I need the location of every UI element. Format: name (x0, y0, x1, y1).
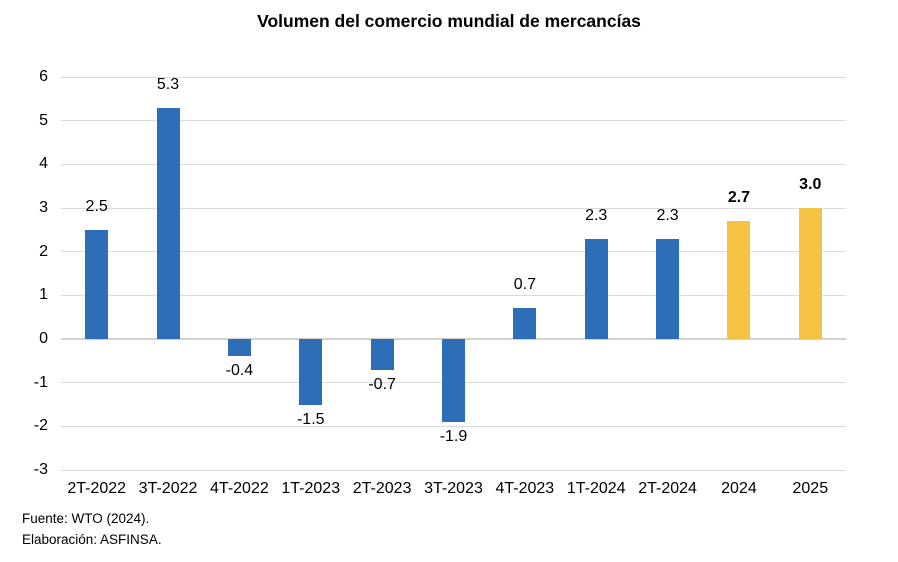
x-axis-label: 1T-2023 (281, 480, 341, 497)
y-axis-tick-label: 4 (39, 155, 48, 173)
gridline (61, 469, 846, 471)
gridline (61, 120, 846, 122)
elaboration-note: Elaboración: ASFINSA. (22, 532, 162, 547)
x-axis-label: 1T-2024 (566, 480, 626, 497)
x-axis-label: 2025 (792, 480, 829, 497)
gridline (61, 294, 846, 296)
gridline (61, 207, 846, 209)
x-axis-label: 4T-2023 (495, 480, 555, 497)
bar-1T-2023 (299, 339, 323, 405)
bar-4T-2022 (227, 339, 251, 357)
gridline (61, 251, 846, 253)
bar-4T-2023 (513, 308, 537, 339)
bar-value-label: 0.7 (513, 276, 536, 294)
y-axis-tick-label: 1 (39, 286, 48, 304)
gridline (61, 425, 846, 427)
source-note: Fuente: WTO (2024). (22, 511, 150, 526)
bar-value-label: 2.5 (85, 197, 108, 215)
gridline (61, 163, 846, 165)
x-axis-label: 2024 (721, 480, 757, 497)
bar-value-label: -1.5 (296, 410, 325, 428)
y-axis-tick-label: -1 (33, 373, 48, 391)
bar-value-label: 2.3 (585, 206, 608, 224)
chart-title: Volumen del comercio mundial de mercancí… (257, 11, 641, 31)
plot-area: 6 5 4 3 2 1 0 -1 -2 -3 2.5 2T-2022 5.3 3T-2022 -0.4 4T-… (34, 68, 846, 497)
bar-value-label: 2.7 (727, 189, 751, 207)
x-axis-label: 3T-2022 (138, 480, 198, 497)
bar-value-label: 2.3 (656, 206, 679, 224)
x-axis-label: 2T-2023 (352, 480, 412, 497)
x-axis-label: 2T-2022 (67, 480, 127, 497)
bar-2T-2022 (85, 229, 109, 339)
bar-1T-2024 (584, 238, 608, 339)
bar-2T-2023 (370, 339, 394, 370)
chart-footnotes: Fuente: WTO (2024). Elaboración: ASFINSA… (22, 508, 162, 550)
bar-2025 (798, 208, 822, 339)
y-axis-tick-label: 6 (39, 68, 48, 85)
bar-value-label: 5.3 (156, 75, 180, 93)
bar-value-label: 3.0 (799, 176, 822, 193)
bar-value-label: -0.4 (225, 362, 254, 380)
bar-value-label: -1.9 (439, 427, 468, 445)
y-axis-tick-label: 5 (39, 111, 48, 129)
bar-3T-2023 (442, 339, 465, 422)
bar-2T-2024 (656, 238, 680, 339)
y-axis-tick-label: -3 (33, 461, 48, 478)
y-axis-tick-label: -2 (33, 417, 48, 435)
gridline (61, 76, 846, 78)
bar-value-label: -0.7 (368, 375, 396, 393)
bar-2024 (727, 221, 751, 339)
y-axis-tick-label: 0 (39, 330, 48, 347)
x-axis-label: 4T-2022 (210, 480, 269, 497)
y-axis-tick-label: 3 (39, 199, 48, 216)
x-axis-label: 2T-2024 (638, 480, 697, 497)
x-axis-label: 3T-2023 (424, 480, 483, 497)
bar-3T-2022 (156, 107, 180, 339)
y-axis-tick-label: 2 (39, 242, 48, 260)
